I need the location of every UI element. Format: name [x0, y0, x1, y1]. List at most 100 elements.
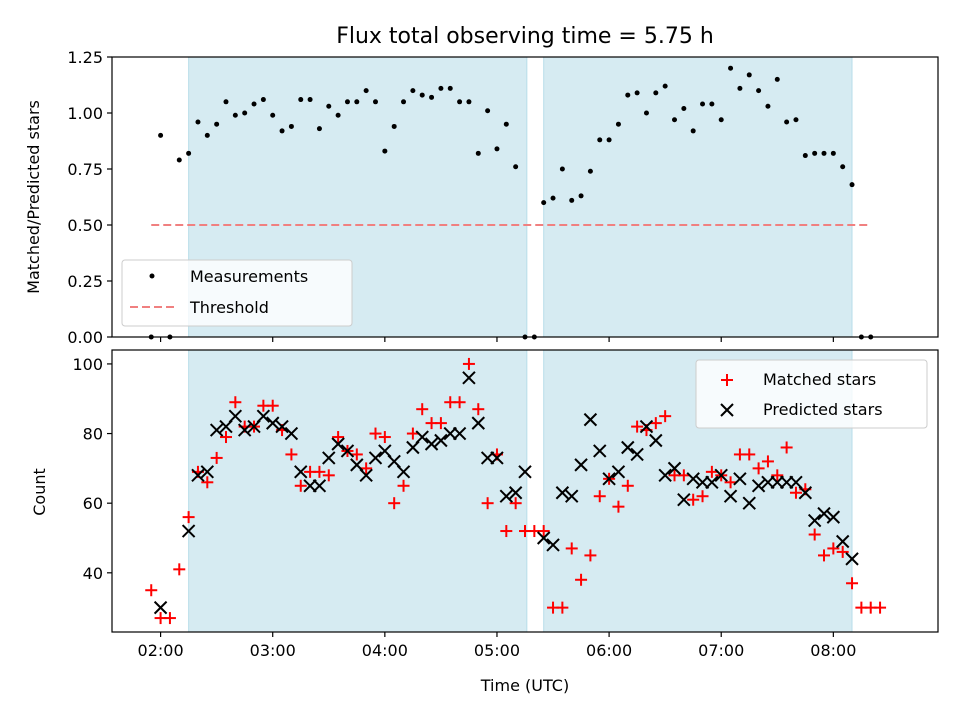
data-point [415, 430, 429, 444]
data-point [186, 150, 192, 156]
data-point [780, 441, 793, 454]
data-point [453, 396, 466, 409]
data-point [658, 468, 672, 483]
data-point [401, 99, 407, 105]
data-point [840, 164, 846, 170]
data-point [827, 542, 840, 555]
data-point [490, 451, 504, 465]
series-matched-stars [145, 357, 887, 625]
data-point [270, 112, 276, 118]
data-point [550, 195, 556, 201]
data-point [621, 479, 634, 492]
data-point [242, 110, 248, 116]
data-point [499, 489, 514, 503]
data-point [705, 465, 718, 478]
data-point [298, 97, 304, 103]
data-point [602, 472, 616, 486]
y-axis-label-ratio: Matched/Predicted stars [24, 100, 43, 294]
legend-label-threshold: Threshold [189, 298, 269, 317]
data-point [743, 448, 756, 461]
axes-frame [111, 56, 939, 338]
data-point [728, 65, 734, 71]
data-point [575, 573, 588, 586]
data-point [406, 427, 419, 440]
data-point [662, 83, 668, 89]
data-point [500, 525, 513, 538]
data-point [771, 469, 784, 482]
data-point [335, 112, 341, 118]
data-point [372, 99, 378, 105]
ratio-panel: 0.00 0.25 0.50 0.75 1.00 1.25 Matched/Predict… [24, 48, 939, 347]
data-point [700, 101, 706, 107]
data-point [677, 469, 690, 482]
data-point [232, 112, 238, 118]
data-point [209, 423, 224, 437]
data-point [846, 577, 859, 590]
data-point [294, 479, 307, 492]
data-point [447, 85, 453, 91]
data-point [359, 468, 373, 483]
data-point [158, 132, 164, 138]
data-point [751, 479, 766, 493]
data-point [153, 600, 168, 615]
legend-marker-predicted [720, 403, 734, 417]
data-point [285, 448, 298, 461]
data-point [509, 497, 522, 510]
data-point [667, 461, 682, 476]
data-point [279, 128, 285, 134]
data-point [649, 417, 662, 430]
data-point [210, 451, 223, 464]
data-point [163, 612, 176, 625]
data-point [574, 458, 588, 472]
data-point [559, 166, 565, 172]
data-point [191, 468, 205, 483]
data-point [201, 476, 214, 489]
data-point [475, 150, 481, 156]
data-point [584, 549, 597, 562]
data-point [705, 475, 719, 490]
data-point [615, 121, 621, 127]
data-point [429, 94, 435, 100]
legend-label-predicted: Predicted stars [763, 400, 883, 419]
data-point [718, 117, 724, 123]
data-point [466, 99, 472, 105]
data-point [182, 511, 195, 524]
data-point [565, 489, 579, 503]
data-point [631, 420, 644, 433]
data-point [849, 182, 855, 188]
data-point [256, 409, 271, 423]
data-point [537, 525, 550, 538]
data-point [690, 128, 696, 134]
x-tick-label: 05:00 [474, 641, 520, 660]
y-tick-label: 0.25 [67, 272, 103, 291]
data-point [145, 584, 158, 597]
y-tick-label: 1.25 [67, 48, 103, 67]
data-point [340, 444, 355, 458]
data-point [536, 531, 551, 545]
data-point [195, 119, 201, 125]
data-point [845, 552, 859, 566]
data-point [313, 465, 326, 478]
data-point [639, 419, 654, 434]
data-point [541, 200, 547, 206]
data-point [266, 399, 279, 412]
data-point [677, 492, 691, 507]
data-point [275, 419, 289, 434]
data-point [578, 193, 584, 199]
data-point [223, 99, 229, 105]
data-point [368, 451, 383, 465]
data-point [621, 440, 635, 455]
data-point [808, 528, 821, 541]
data-point [630, 447, 644, 462]
y-tick-label: 0.00 [67, 328, 103, 347]
data-point [687, 493, 700, 506]
observing-window [188, 349, 528, 633]
data-point [485, 108, 491, 114]
y-tick-label: 0.50 [67, 216, 103, 235]
data-point [793, 117, 799, 123]
data-point [784, 119, 790, 125]
data-point [606, 137, 612, 143]
data-point [756, 88, 762, 94]
data-point [391, 123, 397, 129]
x-axis-label: Time (UTC) [480, 676, 569, 695]
